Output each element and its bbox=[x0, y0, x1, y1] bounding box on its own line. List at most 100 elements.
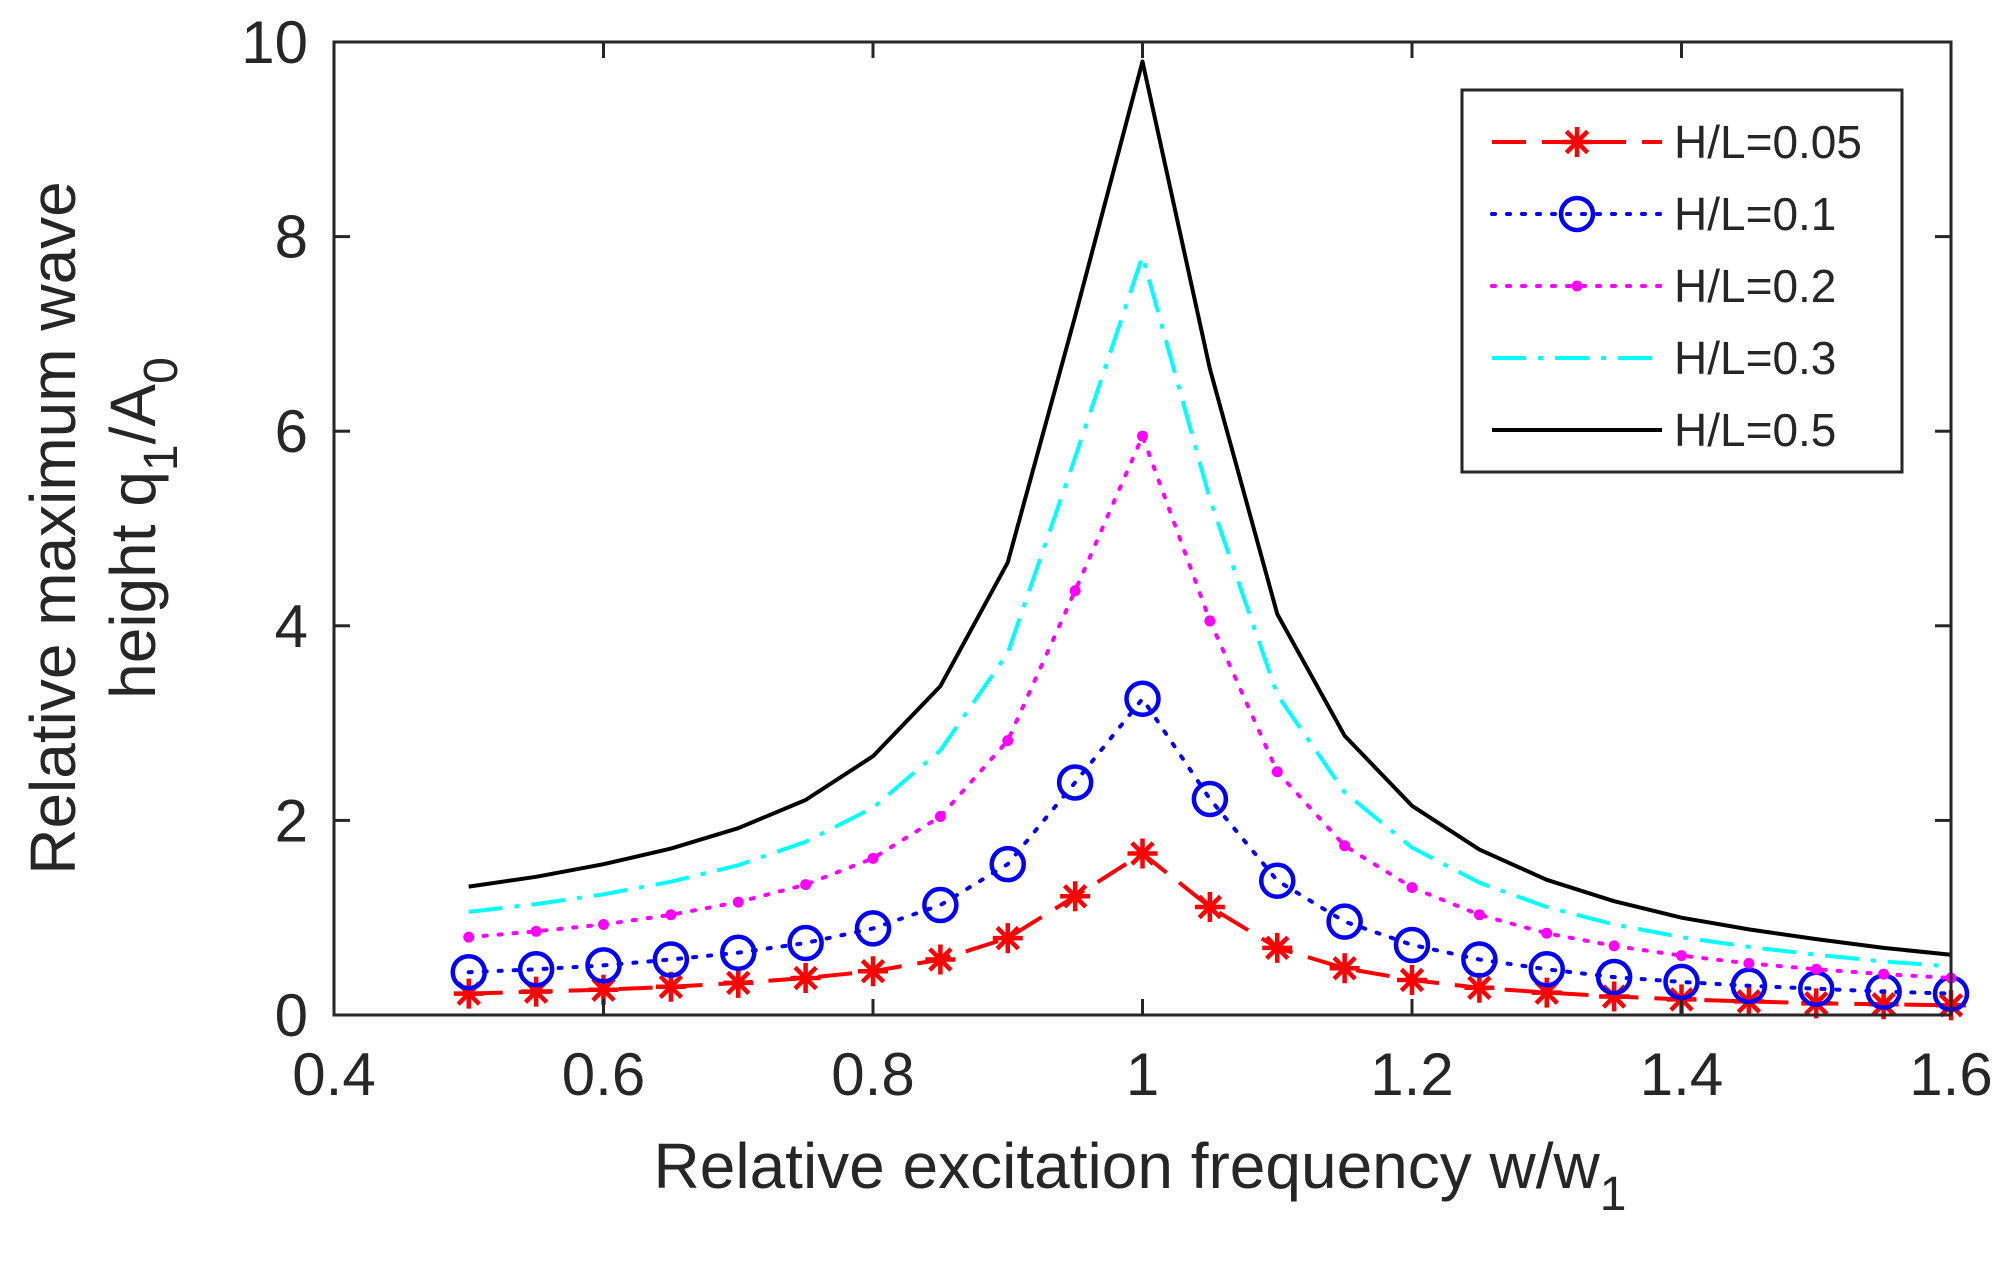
data-point bbox=[1663, 963, 1700, 1001]
legend-items: H/L=0.05 H/L=0.1 H/L=0.2 H/L=0.3 H/L=0.5 bbox=[1490, 116, 1862, 456]
data-point bbox=[1124, 680, 1161, 718]
y-axis-title-line-2: height q1/A0 bbox=[97, 357, 188, 699]
data-point bbox=[1406, 882, 1418, 894]
data-point bbox=[1326, 903, 1363, 940]
data-point bbox=[1060, 881, 1091, 912]
data-point bbox=[854, 910, 892, 947]
legend-marker-sample bbox=[1562, 127, 1592, 157]
series-h-l-0-3 bbox=[468, 254, 1952, 969]
legend-box bbox=[1460, 88, 1904, 474]
y-tick-label: 2 bbox=[275, 787, 308, 854]
series-line bbox=[468, 59, 1952, 957]
data-point bbox=[1259, 862, 1296, 899]
legend-item-h-l-0-1: H/L=0.1 bbox=[1490, 188, 1836, 240]
data-point bbox=[790, 963, 821, 994]
data-point bbox=[1271, 766, 1283, 778]
data-point bbox=[1191, 780, 1229, 818]
data-point bbox=[732, 896, 744, 908]
data-point bbox=[1473, 909, 1485, 921]
data-point bbox=[588, 974, 619, 1005]
data-point bbox=[787, 924, 824, 962]
legend-label: H/L=0.5 bbox=[1674, 404, 1836, 456]
x-tick-label: 1.4 bbox=[1640, 1041, 1723, 1108]
data-point bbox=[1730, 967, 1768, 1005]
data-point bbox=[1069, 585, 1081, 597]
data-point bbox=[530, 925, 542, 937]
data-point bbox=[1262, 932, 1293, 963]
series-line bbox=[468, 851, 1952, 1008]
x-tick-label: 0.8 bbox=[831, 1041, 914, 1108]
data-point bbox=[1329, 953, 1360, 984]
data-point bbox=[1464, 972, 1495, 1003]
data-point bbox=[1528, 951, 1565, 988]
data-point bbox=[925, 944, 956, 975]
tick-layer: 0.4 0.6 0.8 1 1.2 1.4 1.6 0 2 4 6 8 10 bbox=[241, 9, 1992, 1108]
data-point bbox=[989, 845, 1026, 883]
data-point bbox=[1878, 968, 1890, 980]
y-tick-label: 4 bbox=[275, 593, 308, 660]
legend-item-h-l-0-5: H/L=0.5 bbox=[1492, 404, 1836, 456]
series-layer bbox=[450, 59, 1970, 1021]
data-point bbox=[1339, 840, 1351, 852]
y-axis-title-line-2-mid: /A bbox=[97, 384, 169, 445]
legend-marker-sample bbox=[1558, 195, 1596, 233]
data-point bbox=[598, 919, 609, 931]
x-tick-label: 1.6 bbox=[1909, 1041, 1992, 1108]
data-point bbox=[1868, 989, 1899, 1020]
legend-marker-sample bbox=[1571, 280, 1583, 292]
x-axis-title-subscript: 1 bbox=[1600, 1168, 1627, 1221]
data-point bbox=[463, 931, 475, 943]
data-point bbox=[922, 886, 959, 924]
data-point bbox=[521, 976, 552, 1007]
x-tick-label: 0.4 bbox=[292, 1041, 375, 1108]
data-point bbox=[1531, 977, 1562, 1008]
data-point bbox=[858, 956, 888, 987]
data-point bbox=[1743, 957, 1755, 969]
data-point bbox=[665, 909, 677, 921]
data-point bbox=[723, 967, 754, 998]
y-axis-title-line-2-sub-2: 0 bbox=[135, 357, 188, 384]
data-point bbox=[1002, 735, 1014, 747]
legend-label: H/L=0.05 bbox=[1674, 116, 1862, 168]
data-point bbox=[1810, 963, 1822, 975]
data-point bbox=[453, 978, 484, 1009]
legend: H/L=0.05 H/L=0.1 H/L=0.2 H/L=0.3 H/L=0.5 bbox=[1460, 88, 1904, 474]
legend-item-h-l-0-3: H/L=0.3 bbox=[1492, 332, 1836, 384]
y-axis-title-line-1-text: Relative maximum wave bbox=[17, 181, 89, 875]
data-point bbox=[800, 879, 812, 891]
data-point bbox=[1541, 927, 1553, 939]
series-h-l-0-5 bbox=[468, 59, 1952, 957]
legend-label: H/L=0.3 bbox=[1674, 332, 1836, 384]
data-point bbox=[720, 934, 757, 971]
data-point bbox=[1393, 926, 1431, 964]
y-tick-label: 0 bbox=[275, 982, 308, 1049]
y-tick-label: 10 bbox=[241, 9, 308, 76]
data-point bbox=[867, 852, 879, 864]
y-axis-title-line-2-sub-1: 1 bbox=[135, 444, 188, 471]
x-axis-title: Relative excitation frequency w/w1 bbox=[654, 1130, 1627, 1221]
data-point bbox=[1595, 958, 1633, 996]
data-point bbox=[1397, 964, 1427, 995]
data-point bbox=[517, 951, 555, 988]
data-point bbox=[1056, 764, 1094, 801]
data-point bbox=[1461, 941, 1498, 978]
data-point bbox=[1204, 615, 1216, 627]
x-axis-title-main: Relative excitation frequency w/w bbox=[654, 1130, 1601, 1202]
y-axis-title-line-2-prefix: height q bbox=[97, 471, 169, 699]
legend-item-h-l-0-05: H/L=0.05 bbox=[1492, 116, 1862, 168]
y-tick-label: 6 bbox=[275, 398, 308, 465]
series-line bbox=[468, 254, 1952, 969]
x-tick-label: 1 bbox=[1126, 1041, 1159, 1108]
x-tick-label: 0.6 bbox=[562, 1041, 645, 1108]
legend-label: H/L=0.1 bbox=[1674, 188, 1836, 240]
data-point bbox=[1599, 981, 1630, 1012]
data-point bbox=[585, 947, 622, 984]
legend-label: H/L=0.2 bbox=[1674, 260, 1836, 312]
data-point bbox=[1608, 940, 1620, 952]
data-point bbox=[934, 811, 946, 823]
y-axis-title-line-1: Relative maximum wave bbox=[17, 181, 89, 875]
data-point bbox=[1676, 950, 1687, 962]
series-h-l-0-2 bbox=[463, 430, 1957, 984]
